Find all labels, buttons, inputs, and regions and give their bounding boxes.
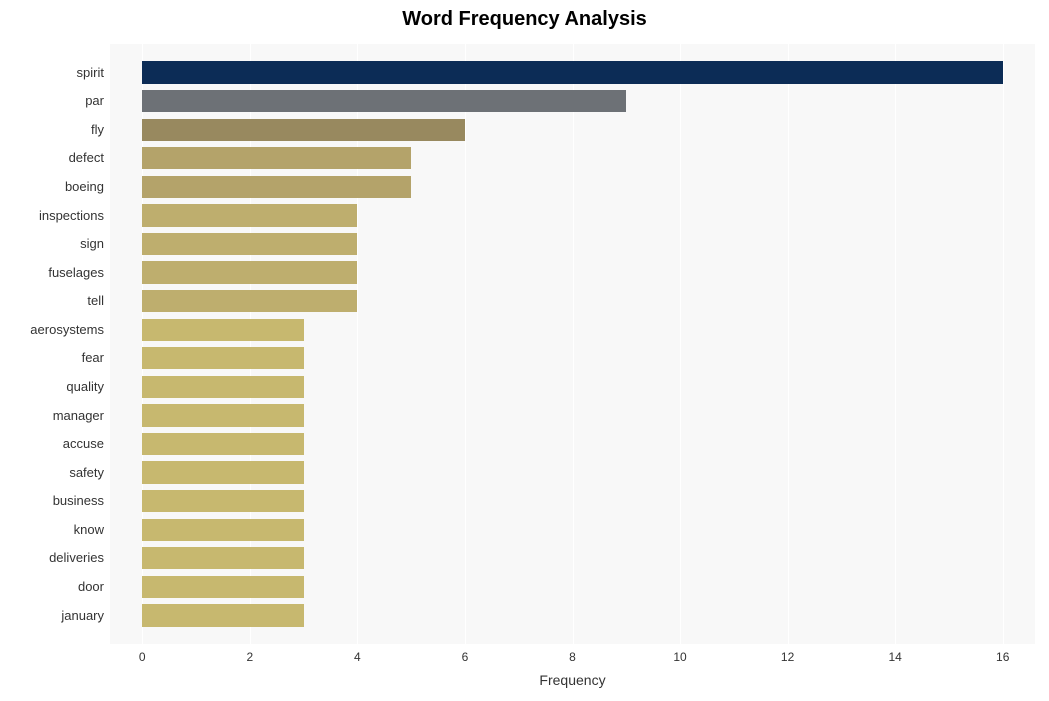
y-tick-label: par [2, 93, 104, 108]
y-tick-label: quality [2, 379, 104, 394]
bar [142, 433, 303, 455]
bar [142, 119, 465, 141]
y-tick-label: boeing [2, 179, 104, 194]
y-tick-label: january [2, 608, 104, 623]
bar [142, 290, 357, 312]
bar [142, 261, 357, 283]
bar [142, 490, 303, 512]
y-tick-label: manager [2, 408, 104, 423]
grid-line [680, 44, 681, 644]
y-tick-label: door [2, 579, 104, 594]
y-tick-label: deliveries [2, 550, 104, 565]
y-tick-label: aerosystems [2, 322, 104, 337]
word-frequency-chart: Word Frequency Analysis 0246810121416Fre… [0, 0, 1049, 701]
x-tick-label: 12 [781, 650, 794, 664]
x-tick-label: 14 [888, 650, 901, 664]
y-tick-label: fear [2, 350, 104, 365]
y-tick-label: spirit [2, 65, 104, 80]
bar [142, 347, 303, 369]
bar [142, 461, 303, 483]
bar [142, 319, 303, 341]
bar [142, 519, 303, 541]
bar [142, 404, 303, 426]
y-tick-label: tell [2, 293, 104, 308]
bar [142, 547, 303, 569]
grid-line [573, 44, 574, 644]
x-tick-label: 4 [354, 650, 361, 664]
y-tick-label: inspections [2, 208, 104, 223]
x-tick-label: 2 [246, 650, 253, 664]
grid-line [895, 44, 896, 644]
grid-line [1003, 44, 1004, 644]
plot-area: 0246810121416Frequencyspiritparflydefect… [110, 44, 1035, 644]
bar [142, 604, 303, 626]
grid-line [788, 44, 789, 644]
chart-title: Word Frequency Analysis [0, 8, 1049, 31]
y-tick-label: fly [2, 122, 104, 137]
y-tick-label: accuse [2, 436, 104, 451]
bar [142, 90, 626, 112]
y-tick-label: sign [2, 236, 104, 251]
y-tick-label: safety [2, 465, 104, 480]
bar [142, 147, 411, 169]
bar [142, 376, 303, 398]
x-tick-label: 0 [139, 650, 146, 664]
y-tick-label: fuselages [2, 265, 104, 280]
bar [142, 233, 357, 255]
x-tick-label: 8 [569, 650, 576, 664]
bar [142, 61, 1002, 83]
y-tick-label: business [2, 493, 104, 508]
y-tick-label: defect [2, 150, 104, 165]
x-tick-label: 16 [996, 650, 1009, 664]
y-tick-label: know [2, 522, 104, 537]
grid-line [465, 44, 466, 644]
x-tick-label: 6 [462, 650, 469, 664]
x-axis-label: Frequency [539, 672, 605, 688]
x-tick-label: 10 [673, 650, 686, 664]
bar [142, 204, 357, 226]
bar [142, 176, 411, 198]
bar [142, 576, 303, 598]
